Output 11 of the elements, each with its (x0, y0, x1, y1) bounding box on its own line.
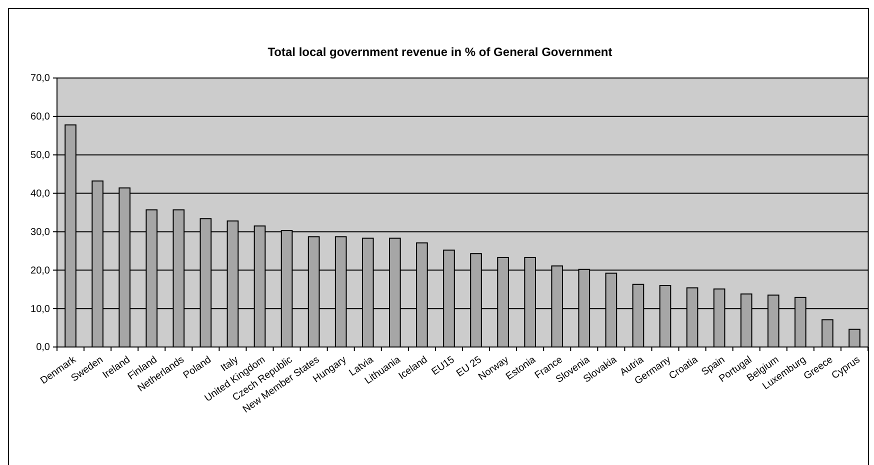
y-tick-label: 10,0 (30, 304, 50, 315)
y-tick-label: 40,0 (30, 188, 50, 200)
y-tick-label: 20,0 (30, 265, 50, 276)
chart-title: Total local government revenue in % of General Government (268, 45, 612, 59)
y-tick-label: 60,0 (30, 112, 50, 123)
y-tick-label: 70,0 (30, 73, 50, 84)
y-tick-label: 50,0 (30, 150, 50, 162)
y-tick-label: 30,0 (30, 226, 50, 238)
bar (822, 319, 834, 348)
y-tick-label: 0,0 (36, 342, 50, 354)
bar (848, 328, 860, 348)
